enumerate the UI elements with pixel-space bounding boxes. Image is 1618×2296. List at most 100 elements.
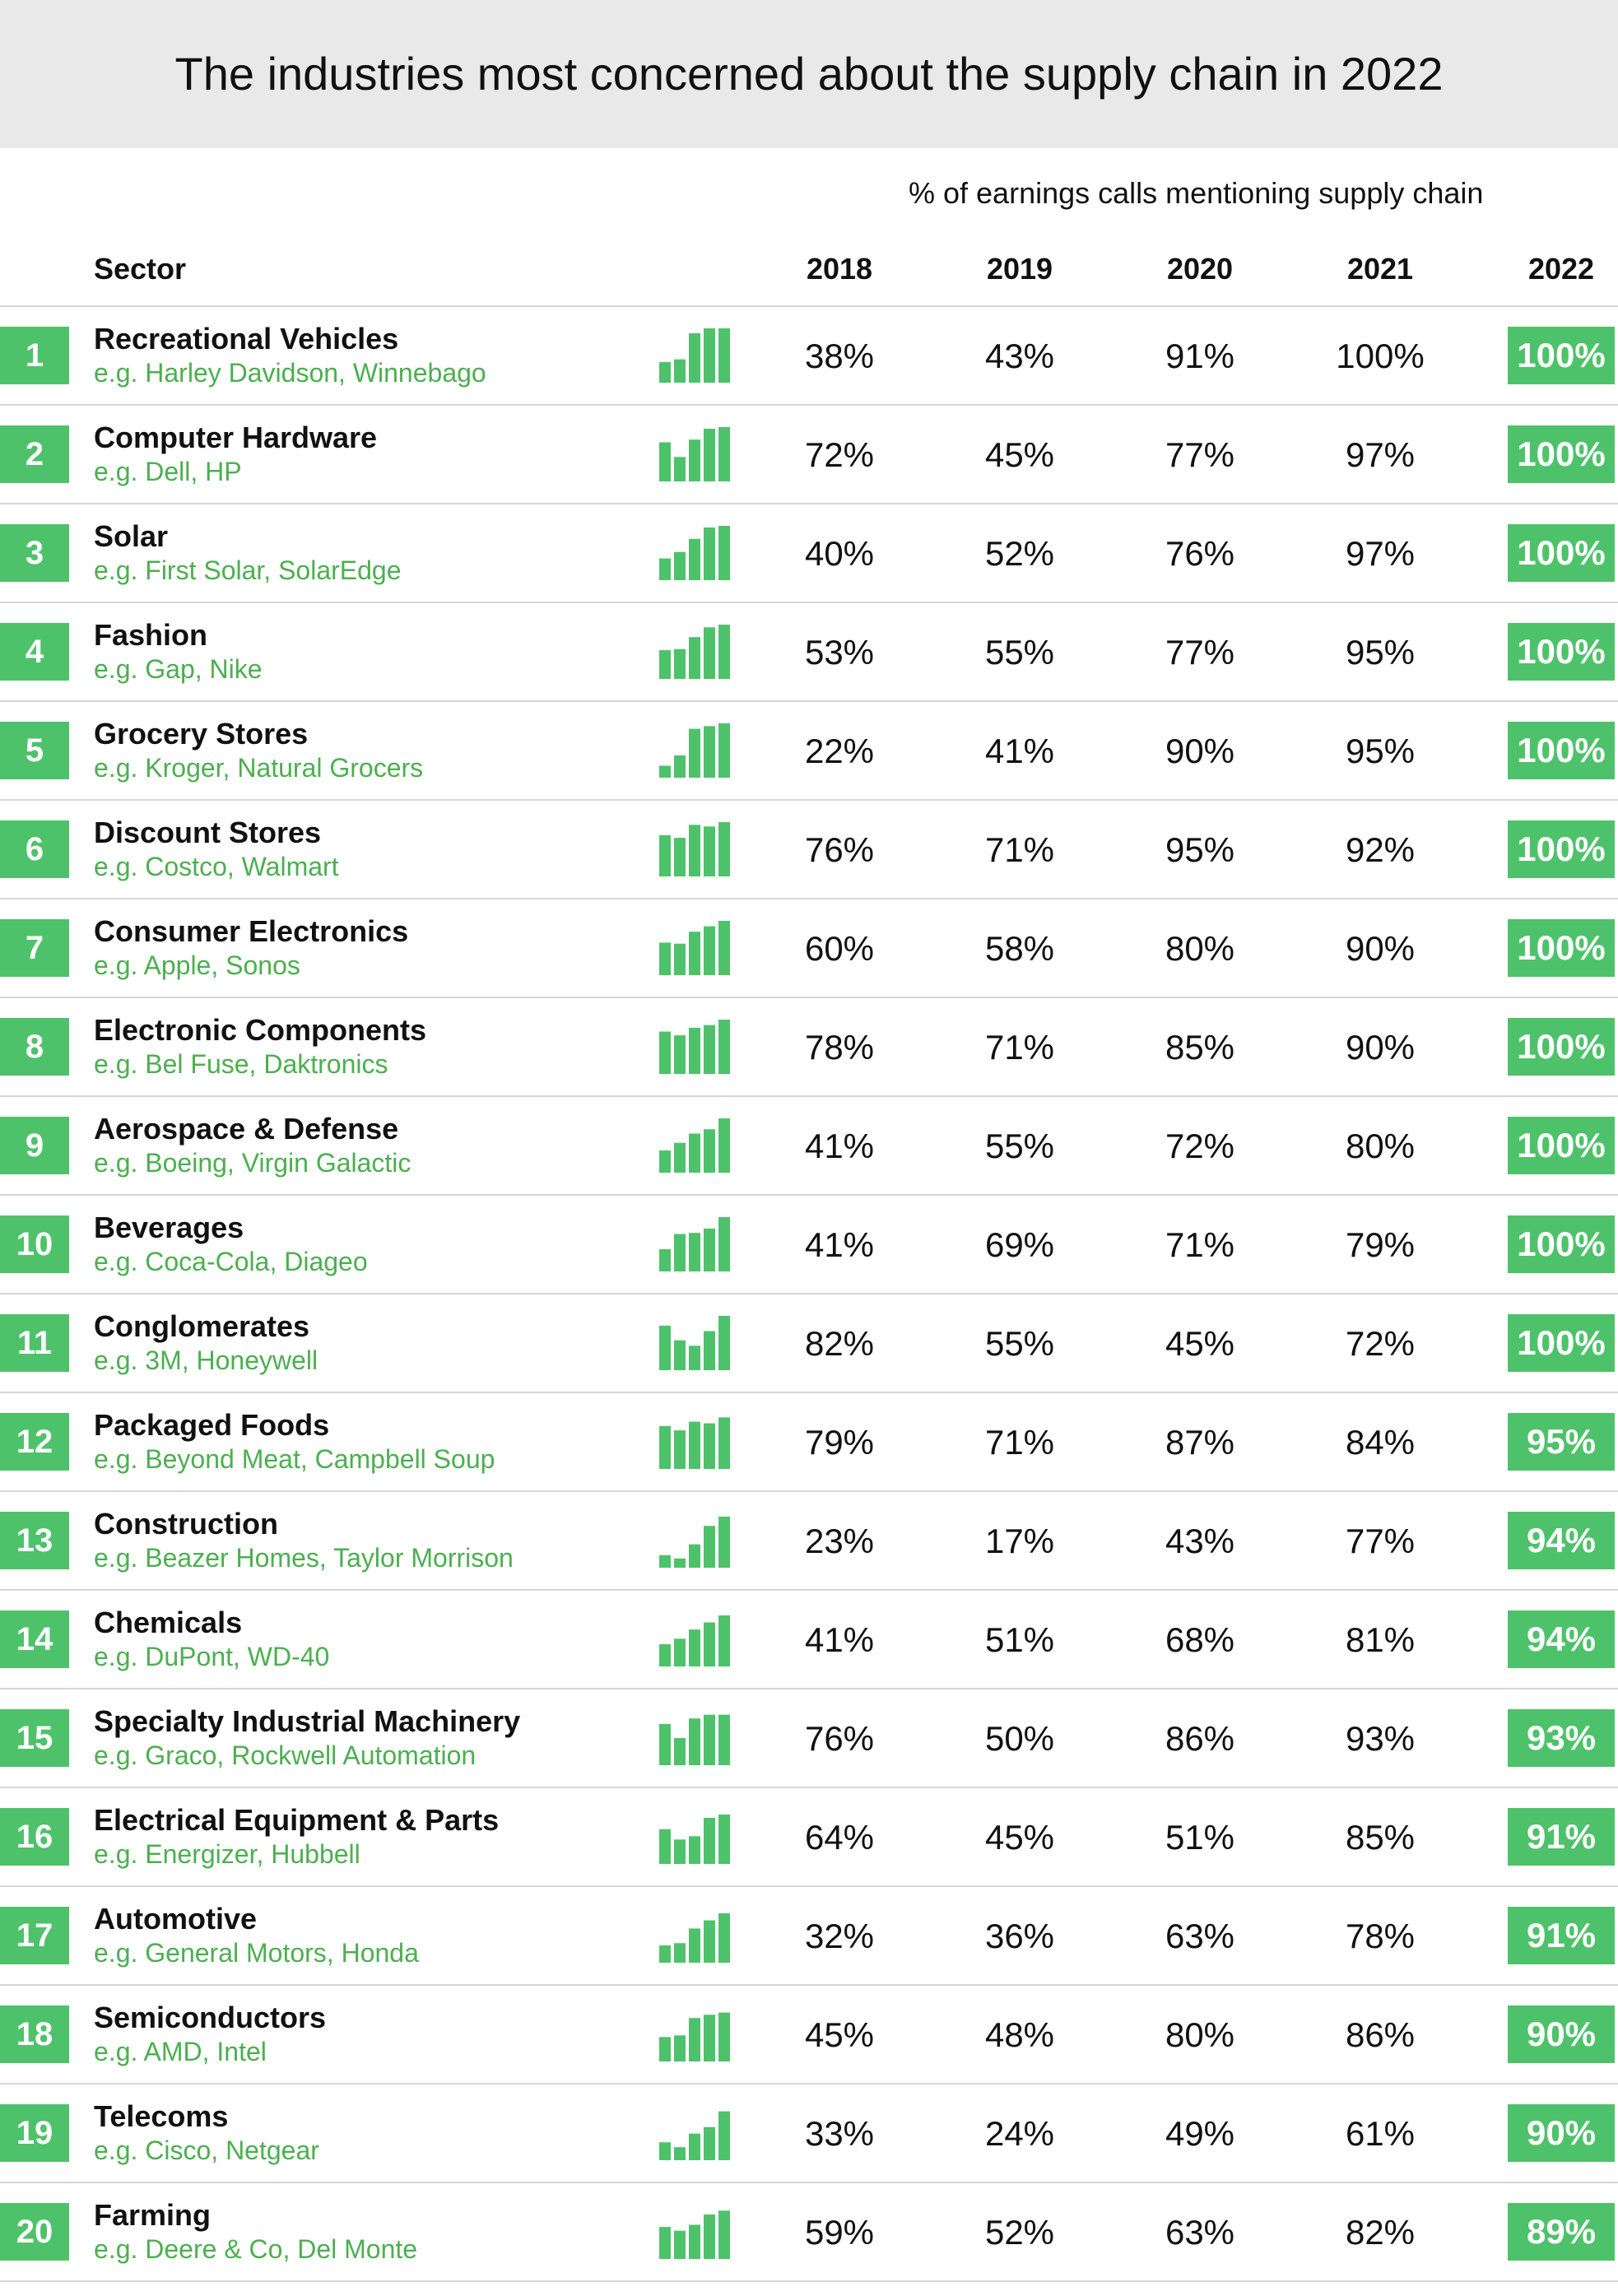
sparkline-bar-2018: [659, 1555, 671, 1568]
sparkline-bar-2019: [674, 2035, 686, 2061]
sector-examples: e.g. Coca-Cola, Diageo: [94, 1247, 368, 1276]
sector-examples: e.g. Harley Davidson, Winnebago: [94, 358, 486, 388]
sector-name: Beverages: [94, 1211, 244, 1244]
value-2021: 100%: [1336, 337, 1425, 375]
sparkline-bar-2019: [674, 1638, 686, 1666]
sparkline-bar-2021: [704, 1228, 715, 1271]
value-2022-badge: 91%: [1508, 1808, 1615, 1866]
sparkline-bars: [659, 921, 730, 975]
sparkline-bar-2020: [689, 1133, 700, 1173]
value-2020: 76%: [1165, 534, 1235, 573]
sparkline-bar-2020: [689, 1629, 700, 1666]
value-2018: 79%: [804, 1423, 875, 1462]
value-2022-badge: 89%: [1508, 2203, 1615, 2261]
column-header-sector: Sector: [94, 252, 187, 286]
sector-name: Fashion: [94, 618, 208, 652]
value-2022-badge: 91%: [1508, 1907, 1615, 1964]
value-2020: 85%: [1165, 1028, 1235, 1067]
value-2019: 71%: [984, 1423, 1055, 1462]
rank-badge: 18: [0, 2006, 69, 2063]
sparkline-bars: [659, 1814, 730, 1864]
sparkline-bar-2019: [674, 1839, 686, 1864]
rank-badge: 3: [0, 524, 69, 582]
chart-subtitle: % of earnings calls mentioning supply ch…: [909, 176, 1484, 210]
table-row: 13 Construction e.g. Beazer Homes, Taylor …: [0, 1492, 1618, 1591]
value-2022-badge: 93%: [1508, 1709, 1615, 1767]
sparkline-bars: [659, 1118, 730, 1173]
sparkline-bar-2018: [659, 442, 671, 481]
sparkline-bars: [659, 1615, 730, 1666]
sparkline-bar-2019: [674, 1142, 686, 1173]
value-2020: 71%: [1165, 1225, 1235, 1264]
value-2019: 52%: [984, 534, 1055, 573]
sector-name: Farming: [94, 2198, 212, 2232]
sparkline-bar-2019: [674, 838, 686, 876]
sparkline-bar-2018: [659, 2227, 671, 2259]
value-2020: 43%: [1165, 1522, 1235, 1560]
value-2018: 23%: [804, 1522, 875, 1560]
sector-name: Electronic Components: [94, 1013, 427, 1047]
sparkline-bar-2020: [689, 1346, 700, 1370]
sparkline-bars: [659, 1417, 730, 1469]
table-row: 9 Aerospace & Defense e.g. Boeing, Virgin …: [0, 1097, 1618, 1196]
value-2022-badge: 100%: [1508, 1018, 1615, 1076]
value-2020: 45%: [1165, 1324, 1235, 1363]
value-2021: 81%: [1345, 1620, 1416, 1659]
sparkline-bar-2021: [704, 2126, 715, 2160]
value-2021: 97%: [1345, 534, 1416, 573]
rank-badge: 20: [0, 2203, 69, 2261]
table-row: 3 Solar e.g. First Solar, SolarEdge 40% 52% 7…: [0, 504, 1618, 603]
sparkline-bar-2022: [718, 723, 730, 778]
value-2019: 45%: [984, 435, 1055, 474]
sparkline-bar-2022: [718, 625, 730, 679]
sparkline-bar-2020: [689, 538, 700, 580]
table-row: 17 Automotive e.g. General Motors, Honda 32…: [0, 1887, 1618, 1986]
value-2020: 77%: [1165, 633, 1235, 672]
value-2019: 45%: [984, 1818, 1055, 1857]
table-body: 1 Recreational Vehicles e.g. Harley Davids…: [0, 307, 1618, 2282]
sparkline-bar-2022: [718, 1020, 730, 1074]
rank-badge: 1: [0, 327, 69, 384]
sector-name: Recreational Vehicles: [94, 322, 399, 356]
sparkline-bar-2022: [718, 921, 730, 975]
table-row: 14 Chemicals e.g. DuPont, WD-40 41% 51% 68% 81…: [0, 1591, 1618, 1689]
sector-name: Conglomerates: [94, 1309, 310, 1343]
value-2019: 41%: [984, 732, 1055, 770]
sparkline-bar-2018: [659, 2142, 671, 2160]
sparkline-bar-2019: [674, 457, 686, 481]
column-header-2020: 2020: [1166, 252, 1234, 286]
column-header-2019: 2019: [986, 252, 1053, 286]
table-row: 7 Consumer Electronics e.g. Apple, Sonos 60…: [0, 899, 1618, 998]
value-2020: 63%: [1165, 2213, 1235, 2252]
sparkline-bar-2021: [704, 2214, 715, 2259]
sparkline-bar-2022: [718, 526, 730, 580]
sector-examples: e.g. Energizer, Hubbell: [94, 1839, 360, 1869]
table-row: 19 Telecoms e.g. Cisco, Netgear 33% 24% 49% 61…: [0, 2085, 1618, 2183]
rank-badge: 4: [0, 623, 69, 681]
sparkline-bar-2020: [689, 1718, 700, 1765]
rank-badge: 14: [0, 1610, 69, 1668]
sparkline-bar-2019: [674, 551, 686, 580]
sparkline-bar-2018: [659, 2037, 671, 2061]
sparkline-bar-2019: [674, 1943, 686, 1963]
sector-examples: e.g. Cisco, Netgear: [94, 2136, 319, 2165]
sparkline-bar-2020: [689, 1421, 700, 1469]
value-2018: 40%: [804, 534, 875, 573]
sparkline-bars: [659, 822, 730, 876]
sparkline-bar-2021: [704, 1622, 715, 1666]
rank-badge: 9: [0, 1117, 69, 1174]
sector-name: Aerospace & Defense: [94, 1112, 399, 1146]
sparkline-bar-2018: [659, 361, 671, 383]
value-2020: 77%: [1165, 435, 1235, 474]
sparkline-bar-2022: [718, 1814, 730, 1864]
rank-badge: 2: [0, 425, 69, 483]
value-2019: 71%: [984, 830, 1055, 869]
sparkline-bar-2021: [704, 627, 715, 679]
sparkline-bar-2021: [704, 1526, 715, 1568]
sparkline-bar-2021: [704, 1025, 715, 1074]
value-2018: 38%: [804, 337, 875, 375]
sparkline-bars: [659, 1913, 730, 1963]
table-row: 8 Electronic Components e.g. Bel Fuse, Dak…: [0, 998, 1618, 1097]
sector-name: Construction: [94, 1507, 278, 1541]
value-2022-badge: 90%: [1508, 2006, 1615, 2063]
